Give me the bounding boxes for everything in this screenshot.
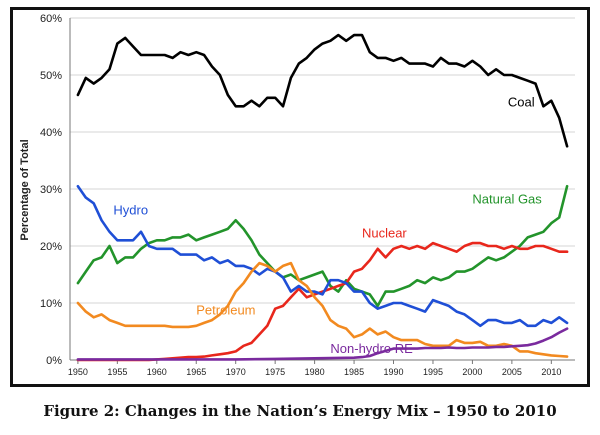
x-tick-label: 1960 <box>147 367 167 377</box>
x-tick-label: 1990 <box>384 367 404 377</box>
series-line-natural-gas <box>76 184 569 308</box>
x-tick-label: 2005 <box>502 367 522 377</box>
x-tick-label: 2010 <box>541 367 561 377</box>
x-tick-label: 1995 <box>423 367 443 377</box>
x-tick-label: 2000 <box>462 367 482 377</box>
x-tick-label: 1970 <box>226 367 246 377</box>
x-tick-label: 1965 <box>186 367 206 377</box>
x-tick-label: 1955 <box>107 367 127 377</box>
y-tick-label: 10% <box>40 298 62 310</box>
x-tick-label: 1975 <box>265 367 285 377</box>
y-axis-label: Percentage of Total <box>19 139 31 240</box>
y-tick-label: 60% <box>40 13 62 25</box>
series-line-petroleum <box>76 261 569 358</box>
y-tick-label: 40% <box>40 127 62 139</box>
series-labels: Coal Natural Gas Nuclear Hydro Petroleum Non-… <box>113 94 542 356</box>
energy-mix-chart: 0% 10% 20% 30% 40% 50% 60% 1950 1955 1960 1965 197… <box>19 13 575 377</box>
y-tick-label: 20% <box>40 241 62 253</box>
series-line-non-hydro-re <box>76 327 569 361</box>
x-tick-labels: 1950 1955 1960 1965 1970 1975 1980 1985 1990 1995… <box>68 367 561 377</box>
series-label-natural-gas: Natural Gas <box>472 191 542 206</box>
series-lines <box>76 33 569 362</box>
x-tick-label: 1985 <box>344 367 364 377</box>
series-label-petroleum: Petroleum <box>196 302 255 317</box>
x-tick-label: 1950 <box>68 367 88 377</box>
y-tick-label: 0% <box>46 355 62 367</box>
y-tick-label: 50% <box>40 70 62 82</box>
series-line-coal <box>76 33 569 148</box>
series-line-hydro <box>76 184 569 328</box>
y-tick-label: 30% <box>40 184 62 196</box>
figure-caption: Figure 2: Changes in the Nation’s Energy… <box>43 402 557 420</box>
series-label-hydro: Hydro <box>113 203 148 218</box>
series-label-non-hydro-re: Non-hydro RE <box>330 341 413 356</box>
series-label-coal: Coal <box>508 94 535 109</box>
y-tick-labels: 0% 10% 20% 30% 40% 50% 60% <box>40 13 62 367</box>
series-line-nuclear <box>76 241 569 362</box>
series-label-nuclear: Nuclear <box>362 225 407 240</box>
x-tick-label: 1980 <box>305 367 325 377</box>
